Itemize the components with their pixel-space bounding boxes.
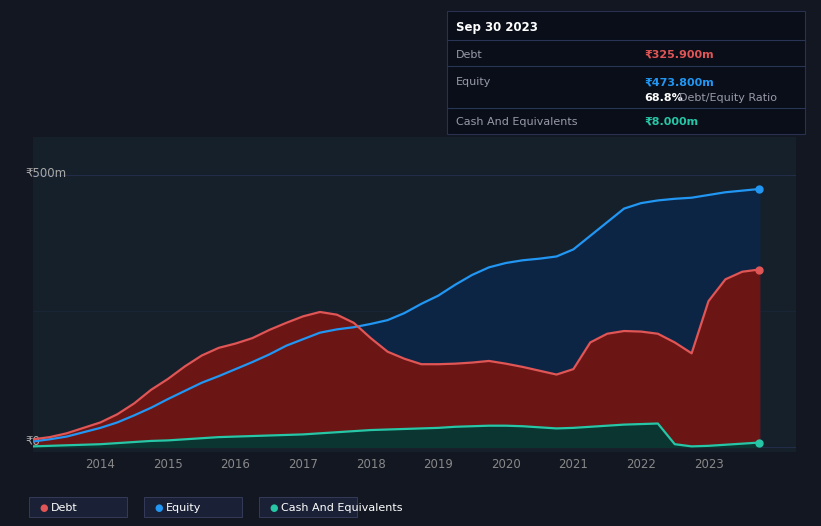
Text: ₹0: ₹0 [25, 435, 40, 448]
Text: ●: ● [154, 502, 163, 513]
Text: 68.8%: 68.8% [644, 93, 683, 103]
Text: Debt/Equity Ratio: Debt/Equity Ratio [679, 93, 777, 103]
Text: ₹473.800m: ₹473.800m [644, 77, 714, 87]
Text: Cash And Equivalents: Cash And Equivalents [281, 502, 402, 513]
Text: ●: ● [269, 502, 277, 513]
Point [753, 185, 766, 193]
Text: Debt: Debt [51, 502, 78, 513]
Text: Equity: Equity [166, 502, 201, 513]
Point [753, 265, 766, 274]
Text: ₹8.000m: ₹8.000m [644, 117, 699, 127]
Text: Equity: Equity [456, 77, 491, 87]
Text: ₹325.900m: ₹325.900m [644, 50, 714, 60]
Point [753, 438, 766, 447]
Text: ●: ● [39, 502, 48, 513]
Text: Cash And Equivalents: Cash And Equivalents [456, 117, 577, 127]
Text: Sep 30 2023: Sep 30 2023 [456, 21, 538, 34]
Text: Debt: Debt [456, 50, 483, 60]
Text: ₹500m: ₹500m [25, 167, 67, 180]
